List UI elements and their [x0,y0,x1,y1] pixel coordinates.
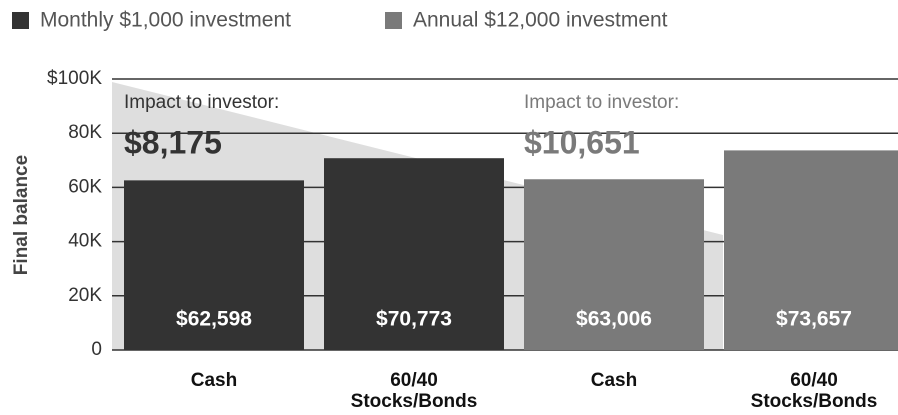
legend-swatch [12,12,29,29]
x-tick-label: Cash [590,370,638,391]
value-label: $70,773 [376,308,452,331]
y-tick-label: 20K [68,285,102,306]
bar [324,158,504,350]
bar [724,150,898,350]
value-label: $62,598 [176,308,252,331]
annotation-value: $10,651 [524,124,640,160]
x-tick-label: 60/40 Stocks/Bonds [750,370,878,412]
annotation-value: $8,175 [124,124,222,160]
y-tick-label: 40K [68,231,102,252]
legend-label: Annual $12,000 investment [413,9,668,32]
y-axis-label: Final balance [11,155,32,275]
y-tick-label: $100K [47,68,102,89]
y-tick-label: 0 [91,339,102,360]
y-tick-label: 60K [68,176,102,197]
x-tick-label: Cash [190,370,238,391]
legend-label: Monthly $1,000 investment [40,9,291,32]
bar [124,180,304,350]
x-tick-label: 60/40 Stocks/Bonds [350,370,478,412]
value-label: $63,006 [576,308,652,331]
annotation-text: Impact to investor: [524,92,679,113]
y-tick-label: 80K [68,122,102,143]
bar [524,179,704,350]
annotation-text: Impact to investor: [124,92,279,113]
value-label: $73,657 [776,308,852,331]
legend-swatch [385,12,402,29]
